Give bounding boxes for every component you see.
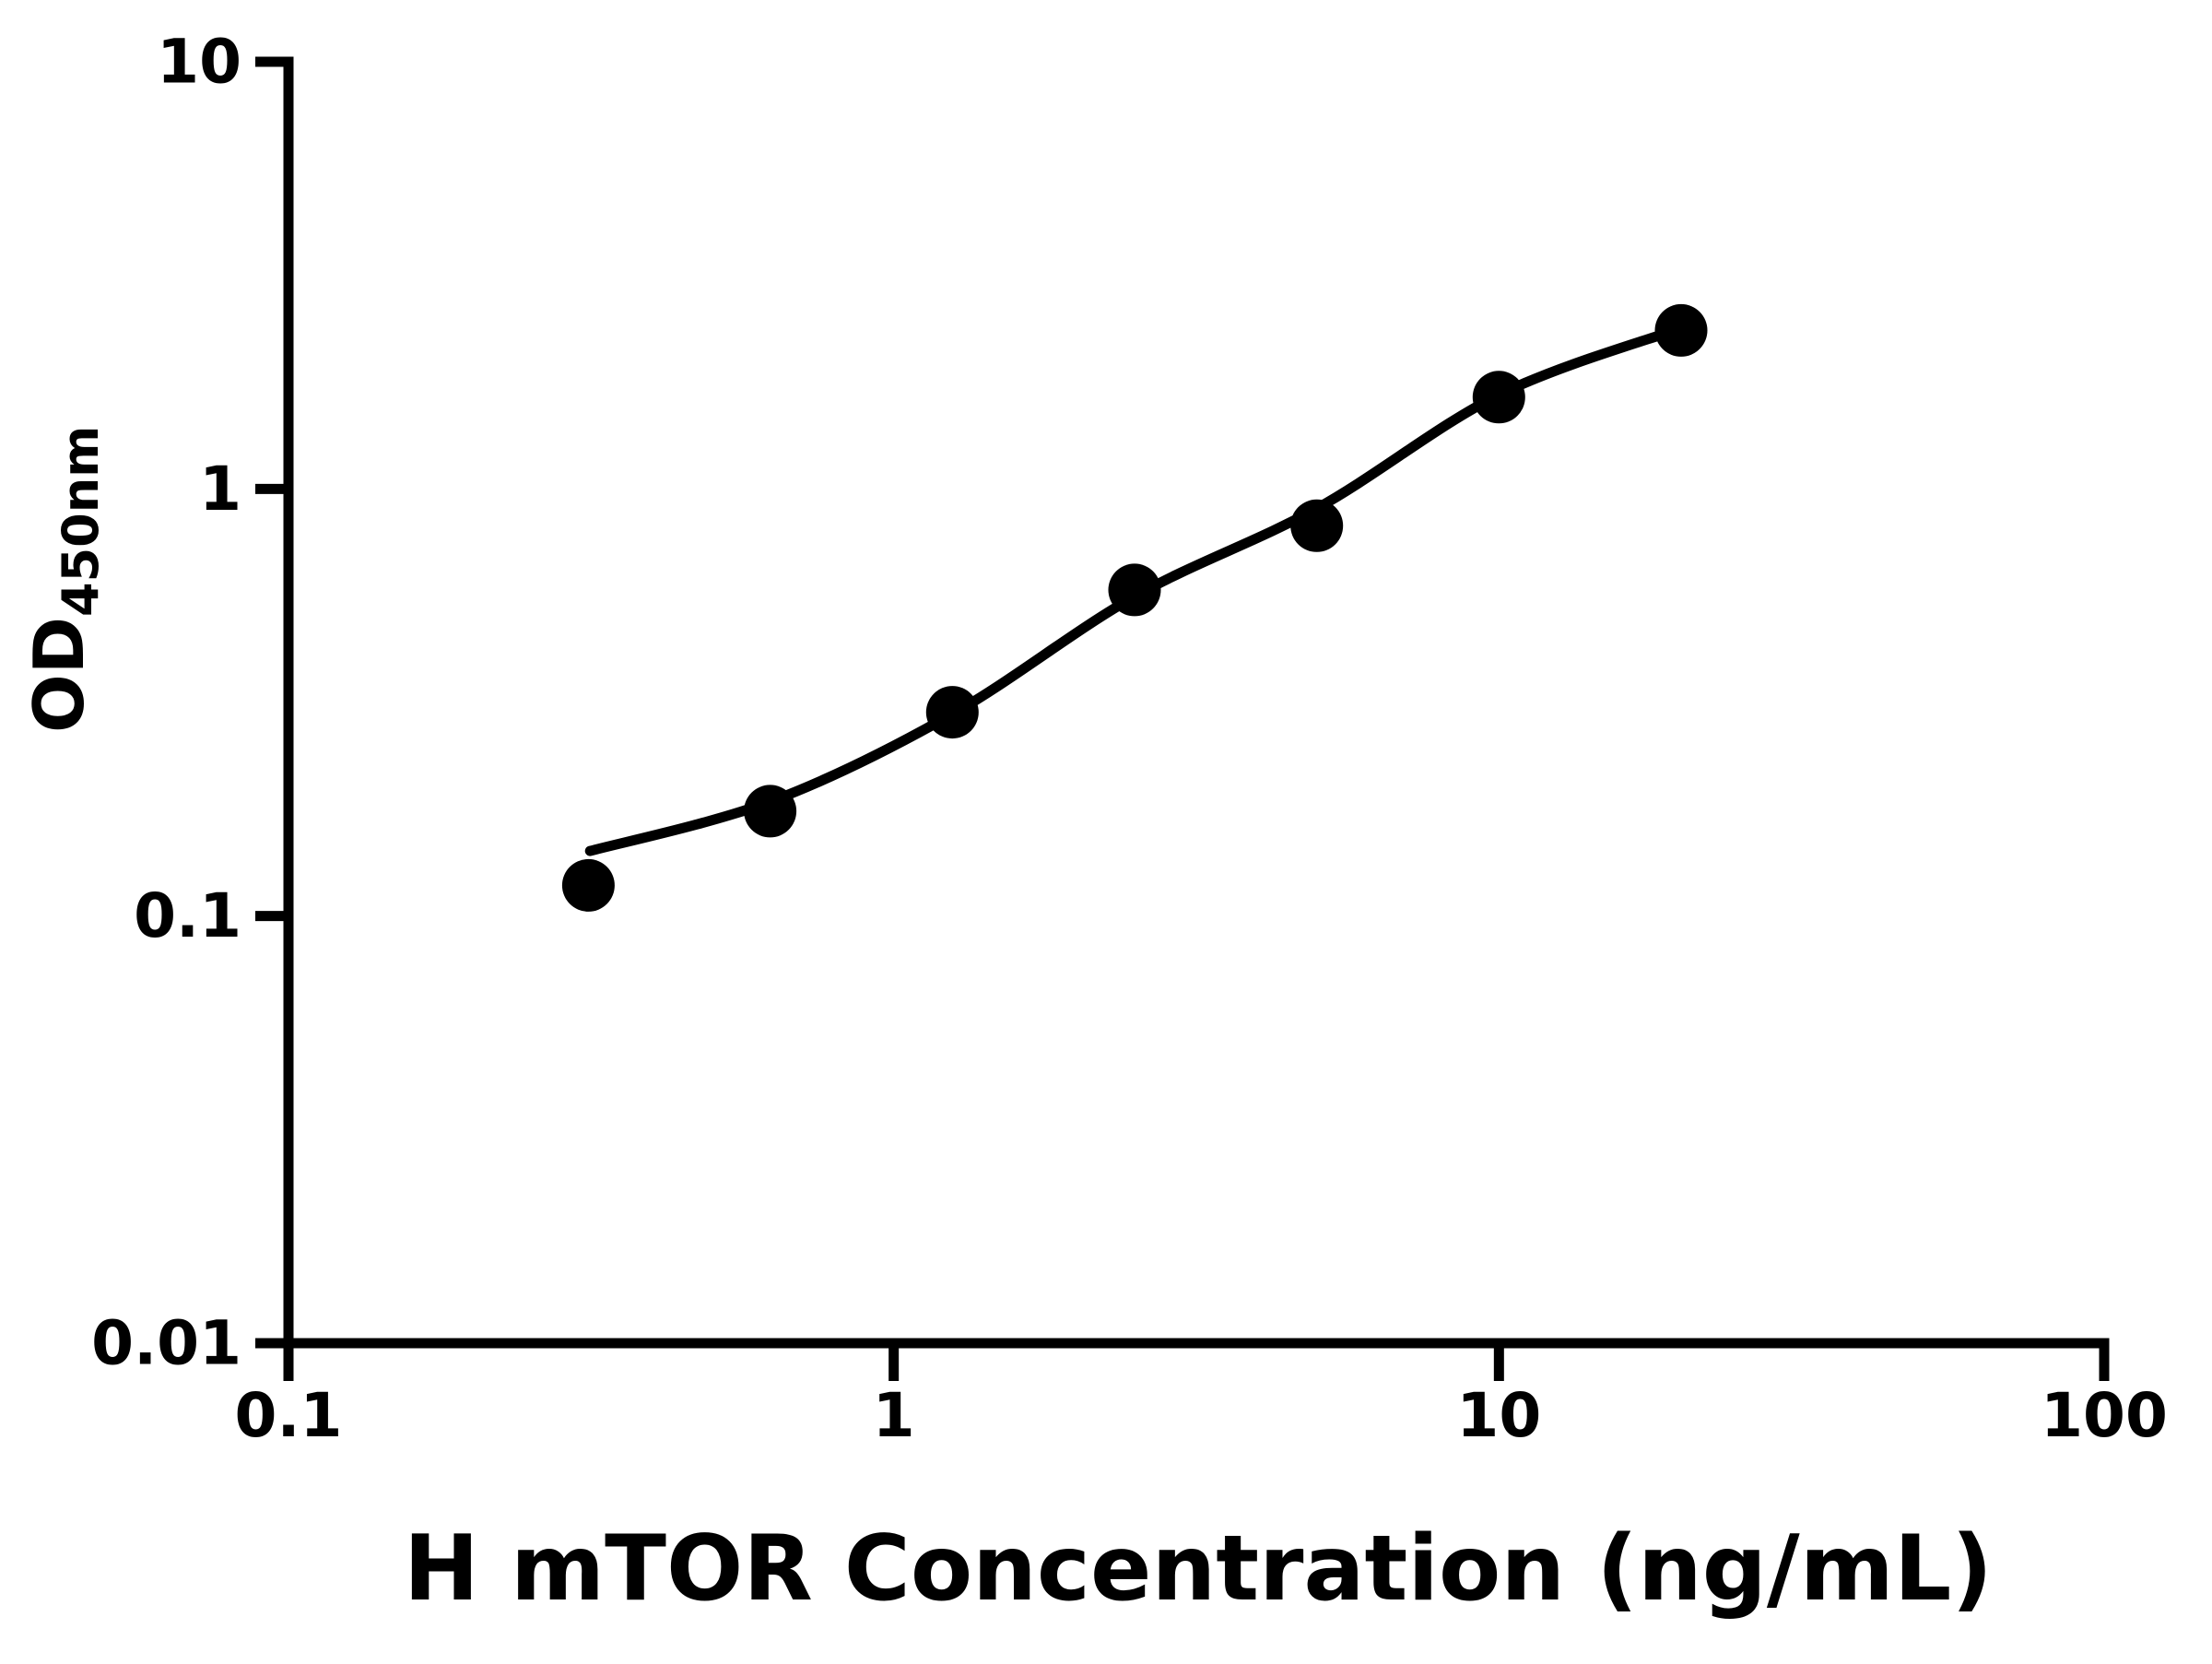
x-tick-label-10: 10: [1456, 1380, 1541, 1451]
data-point: [744, 785, 797, 838]
y-axis-title-subscript: 450nm: [52, 426, 110, 617]
data-point: [1472, 371, 1525, 424]
y-tick-label-10: 10: [157, 27, 241, 98]
data-points: [561, 303, 1708, 912]
y-tick-label-1: 1: [199, 454, 241, 525]
y-tick-label-0.01: 0.01: [91, 1308, 241, 1379]
x-axis-title: H mTOR Concentration (ng/mL): [404, 1516, 1993, 1622]
data-point: [925, 686, 979, 739]
y-axis-title-main: OD: [18, 617, 100, 733]
y-axis-title: OD450nm: [18, 426, 110, 733]
axes: [255, 56, 2110, 1381]
data-point: [1108, 563, 1161, 617]
x-tick-label-1: 1: [873, 1380, 915, 1451]
data-point: [1654, 303, 1708, 357]
x-tick-label-0.1: 0.1: [235, 1380, 343, 1451]
data-point: [561, 858, 615, 912]
y-tick-label-0.1: 0.1: [134, 880, 241, 951]
x-tick-label-100: 100: [2041, 1380, 2168, 1451]
data-point: [1290, 499, 1344, 552]
